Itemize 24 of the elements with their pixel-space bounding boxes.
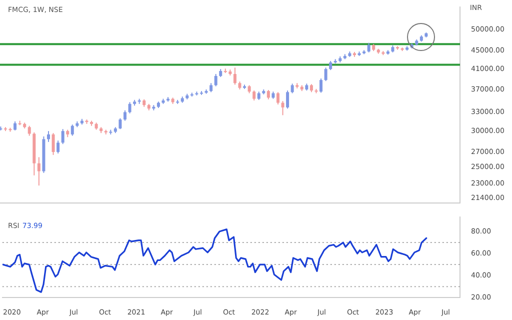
candlestick	[210, 82, 213, 93]
candlestick	[214, 73, 218, 87]
candlestick	[123, 110, 126, 122]
candlestick	[367, 42, 370, 53]
candlestick	[56, 140, 60, 154]
candlestick	[37, 156, 40, 186]
candlestick	[70, 124, 74, 136]
candlestick	[61, 128, 64, 145]
candlestick	[46, 130, 50, 142]
candlestick	[324, 67, 328, 82]
candlestick	[266, 89, 270, 100]
candlestick	[276, 92, 280, 105]
candlestick	[286, 90, 290, 110]
candlestick	[329, 60, 332, 71]
candlestick	[233, 67, 236, 86]
candlestick	[252, 90, 256, 101]
candlestick	[290, 83, 294, 94]
candlestick	[52, 132, 55, 156]
candlestick	[281, 100, 284, 116]
candlestick	[28, 125, 31, 136]
candlestick	[128, 102, 132, 114]
candlestick	[118, 118, 122, 130]
candlestick	[320, 78, 323, 94]
candlestick	[14, 120, 17, 131]
